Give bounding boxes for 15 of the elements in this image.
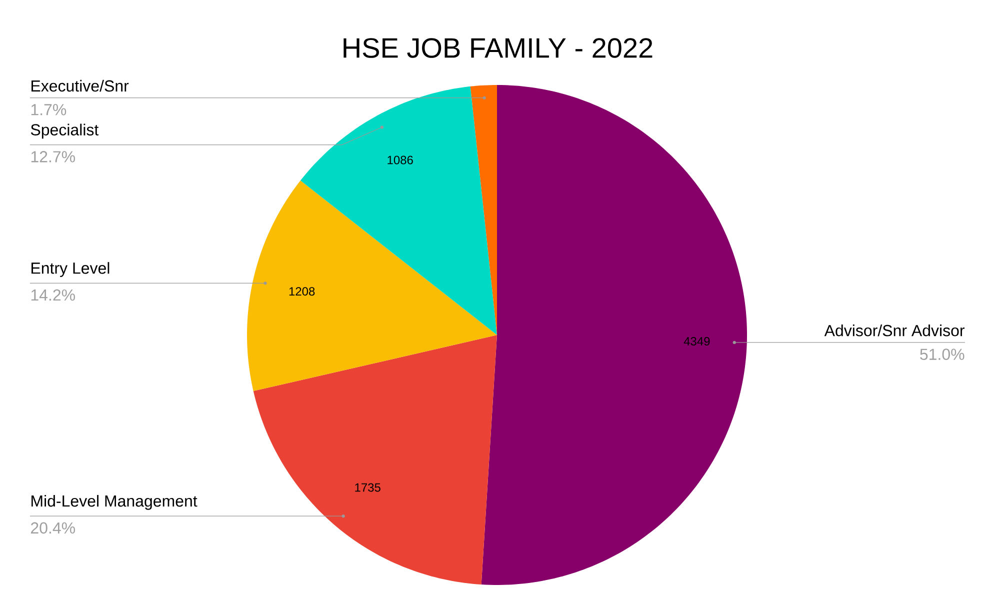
text: 1735 <box>355 483 380 492</box>
slice-label: Entry Level <box>32 262 110 277</box>
text: 4349 <box>684 337 710 346</box>
data-label: 20.4% <box>31 522 75 534</box>
text: 1208 <box>289 287 315 296</box>
slice-label: Executive/Snr <box>32 80 129 92</box>
slice-label: Specialist <box>30 124 99 139</box>
data-label: 51.0% <box>920 348 964 360</box>
data-label: 14.2% <box>31 289 75 301</box>
text: 1086 <box>388 156 413 164</box>
slice-label: Mid-Level Management <box>32 494 198 510</box>
chart-title: HSE JOB FAMILY - 2022 <box>344 38 652 58</box>
data-label: 12.7% <box>31 151 75 162</box>
data-label: 1.7% <box>31 104 66 116</box>
slice-label: Advisor/Snr Advisor <box>824 324 965 336</box>
